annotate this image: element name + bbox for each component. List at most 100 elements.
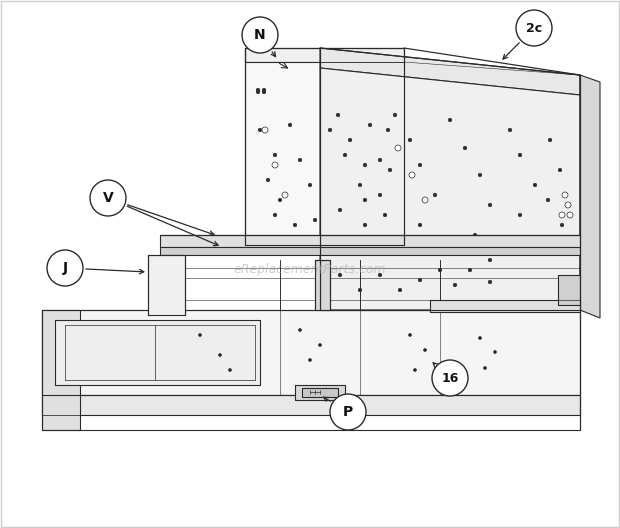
- Circle shape: [273, 213, 277, 217]
- Polygon shape: [160, 235, 580, 247]
- Circle shape: [262, 90, 266, 94]
- Text: 16: 16: [441, 372, 459, 384]
- Circle shape: [479, 336, 482, 340]
- Circle shape: [418, 278, 422, 282]
- Circle shape: [266, 178, 270, 182]
- Circle shape: [273, 153, 277, 157]
- Circle shape: [229, 369, 231, 372]
- Polygon shape: [42, 310, 80, 430]
- Circle shape: [432, 360, 468, 396]
- Circle shape: [518, 153, 522, 157]
- Circle shape: [313, 218, 317, 222]
- Circle shape: [488, 203, 492, 207]
- Circle shape: [298, 328, 301, 332]
- Circle shape: [548, 138, 552, 142]
- Circle shape: [363, 198, 367, 202]
- Circle shape: [409, 172, 415, 178]
- Circle shape: [293, 223, 297, 227]
- Circle shape: [242, 17, 278, 53]
- Polygon shape: [302, 388, 338, 397]
- Circle shape: [408, 138, 412, 142]
- Circle shape: [478, 173, 482, 177]
- Circle shape: [47, 250, 83, 286]
- Circle shape: [378, 248, 382, 252]
- Circle shape: [409, 334, 412, 336]
- Circle shape: [336, 113, 340, 117]
- Circle shape: [368, 123, 372, 127]
- Polygon shape: [55, 320, 260, 385]
- Circle shape: [90, 180, 126, 216]
- Circle shape: [378, 158, 382, 162]
- Circle shape: [363, 223, 367, 227]
- Circle shape: [558, 168, 562, 172]
- Circle shape: [516, 10, 552, 46]
- Circle shape: [463, 146, 467, 150]
- Circle shape: [262, 88, 266, 92]
- Text: 2c: 2c: [526, 22, 542, 34]
- Circle shape: [414, 369, 417, 372]
- Circle shape: [438, 268, 442, 272]
- Circle shape: [309, 359, 311, 362]
- Circle shape: [388, 168, 392, 172]
- Circle shape: [560, 223, 564, 227]
- Text: eReplacementParts.com: eReplacementParts.com: [234, 263, 386, 277]
- Circle shape: [423, 348, 427, 352]
- Circle shape: [533, 183, 537, 187]
- Circle shape: [422, 197, 428, 203]
- Circle shape: [218, 354, 221, 356]
- Circle shape: [358, 288, 362, 292]
- Circle shape: [358, 183, 362, 187]
- Circle shape: [567, 212, 573, 218]
- Circle shape: [343, 153, 347, 157]
- Polygon shape: [42, 395, 580, 415]
- Circle shape: [363, 163, 367, 167]
- Circle shape: [559, 212, 565, 218]
- Polygon shape: [245, 48, 404, 62]
- Circle shape: [433, 193, 437, 197]
- Circle shape: [438, 248, 442, 252]
- Circle shape: [448, 118, 452, 122]
- Circle shape: [378, 193, 382, 197]
- Polygon shape: [315, 260, 330, 310]
- Circle shape: [398, 288, 402, 292]
- Circle shape: [258, 128, 262, 132]
- Circle shape: [288, 123, 292, 127]
- Circle shape: [562, 192, 568, 198]
- Circle shape: [518, 213, 522, 217]
- Circle shape: [453, 283, 457, 287]
- Polygon shape: [558, 275, 580, 305]
- Circle shape: [256, 88, 260, 92]
- Circle shape: [418, 163, 422, 167]
- Circle shape: [533, 238, 537, 242]
- Circle shape: [494, 351, 497, 354]
- Circle shape: [338, 208, 342, 212]
- Circle shape: [418, 223, 422, 227]
- Circle shape: [328, 128, 332, 132]
- Circle shape: [565, 202, 571, 208]
- Circle shape: [338, 273, 342, 277]
- Circle shape: [393, 113, 397, 117]
- Polygon shape: [245, 62, 404, 245]
- Circle shape: [256, 90, 260, 94]
- Circle shape: [488, 258, 492, 262]
- Polygon shape: [430, 300, 580, 312]
- Text: P: P: [343, 405, 353, 419]
- Circle shape: [378, 273, 382, 277]
- Polygon shape: [320, 68, 580, 310]
- Text: V: V: [103, 191, 113, 205]
- Circle shape: [319, 344, 322, 346]
- Circle shape: [468, 268, 472, 272]
- Circle shape: [395, 145, 401, 151]
- Circle shape: [386, 128, 390, 132]
- Polygon shape: [320, 48, 580, 95]
- Polygon shape: [295, 385, 345, 400]
- Circle shape: [488, 280, 492, 284]
- Text: J: J: [63, 261, 68, 275]
- Circle shape: [473, 233, 477, 237]
- Circle shape: [298, 158, 302, 162]
- Circle shape: [282, 192, 288, 198]
- Circle shape: [330, 394, 366, 430]
- Circle shape: [348, 138, 352, 142]
- Circle shape: [484, 366, 487, 370]
- Circle shape: [198, 334, 202, 336]
